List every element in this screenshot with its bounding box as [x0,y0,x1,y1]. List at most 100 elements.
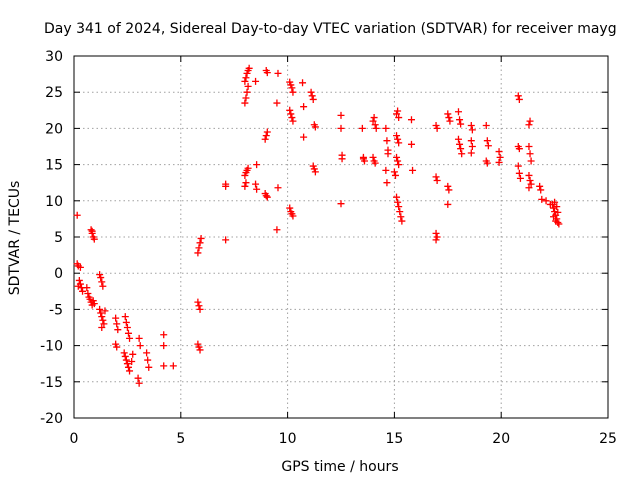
data-point [136,342,144,350]
data-point [395,203,403,211]
data-point [241,77,249,85]
data-point [432,173,440,181]
data-point [383,179,391,187]
data-point [337,200,345,208]
data-point [369,117,377,125]
data-point [274,184,282,192]
data-point [308,92,316,100]
data-point [74,282,82,290]
data-point [120,349,128,357]
data-point [243,88,251,96]
data-point [515,145,523,153]
data-point [196,239,204,247]
data-point [96,305,104,313]
y-tick-label: 15 [45,158,63,174]
data-point [222,180,230,188]
data-point [338,155,346,163]
data-point [263,193,271,201]
data-point [468,126,476,134]
data-point [456,140,464,148]
data-point [515,95,523,103]
data-point [395,114,403,122]
data-point [371,159,379,167]
data-point [242,179,250,187]
data-point [196,305,204,313]
data-point [454,135,462,143]
data-point [384,150,392,158]
y-tick-label: 20 [45,121,63,137]
data-point [273,99,281,107]
data-point [358,124,366,132]
data-point [274,69,282,77]
data-point [100,320,108,328]
data-point [550,213,558,221]
data-point [88,227,96,235]
data-point [143,349,151,357]
y-tick-labels: -20 -15 -10 -5 0 5 10 15 20 25 30 [40,49,63,427]
data-point [337,124,345,132]
data-point [242,94,250,102]
data-point [457,145,465,153]
data-point [135,334,143,342]
data-point [514,162,522,170]
data-point [444,182,452,190]
data-point [371,121,379,129]
data-point [244,164,252,172]
data-point [526,177,534,185]
data-point [300,133,308,141]
data-point [112,314,120,322]
data-point [244,82,252,90]
data-point [525,143,533,150]
data-point [121,313,129,321]
data-point [289,88,297,96]
data-point [245,64,253,72]
data-point [445,186,453,194]
data-point [393,153,401,161]
data-point [484,142,492,150]
data-point [123,360,131,368]
y-tick-label: 30 [45,49,63,65]
data-point [393,193,401,201]
data-point [394,107,402,115]
data-point [407,116,415,124]
data-point [288,114,296,122]
data-point [525,171,533,179]
data-point [454,108,462,116]
data-point [495,158,503,166]
x-axis-title: GPS time / hours [281,459,398,475]
data-point [391,171,399,179]
data-point [252,77,260,85]
data-point [84,289,92,297]
x-tick-label: 0 [70,431,79,447]
data-point [87,226,95,234]
data-point [432,229,440,237]
data-point [135,379,143,387]
y-tick-label: 5 [54,230,63,246]
x-tick-label: 10 [279,431,297,447]
data-point [482,122,490,130]
data-point [468,143,476,150]
data-point [394,157,402,165]
data-point [394,135,402,143]
y-tick-label: -10 [40,339,63,355]
data-point [369,153,377,161]
data-point [262,192,270,200]
data-point [286,204,294,212]
data-point [121,352,129,360]
x-tick-label: 25 [599,431,617,447]
data-points [73,64,563,387]
data-point [395,161,403,169]
chart-title: Day 341 of 2024, Sidereal Day-to-day VTE… [44,21,617,37]
data-point [134,374,142,382]
data-point [160,362,168,370]
data-point [90,235,98,243]
data-point [253,185,261,193]
data-point [551,208,559,216]
data-point [75,276,83,284]
data-point [99,282,107,290]
data-point [446,117,454,125]
data-point [169,362,177,370]
data-point [83,284,91,292]
data-point [160,342,168,350]
